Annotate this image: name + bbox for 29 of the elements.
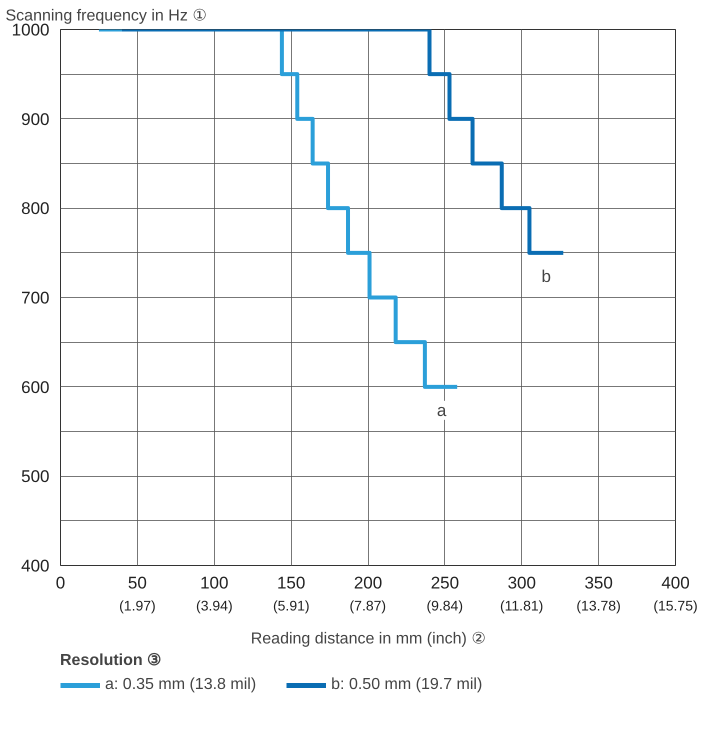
y-tick-label: 900 <box>21 110 50 129</box>
y-tick-label: 500 <box>21 467 50 486</box>
x-tick-label: 0 <box>56 574 66 592</box>
annotation: b <box>541 266 551 286</box>
legend-title: Resolution ③ <box>60 651 162 670</box>
y-tick-label: 400 <box>21 556 50 576</box>
x2-tick-label: (15.75) <box>653 598 698 614</box>
annotation: a <box>436 400 447 420</box>
x2-tick-label: (5.91) <box>272 598 310 614</box>
x-tick-label: 400 <box>661 574 690 592</box>
legend-label: a: 0.35 mm (13.8 mil) <box>105 676 256 694</box>
y-tick-label: 700 <box>21 288 50 308</box>
x-tick-label: 150 <box>276 574 306 592</box>
x2-tick-label: (1.97) <box>119 598 156 614</box>
x-tick-label: 250 <box>430 574 460 592</box>
x2-tick-label: (3.94) <box>196 598 233 614</box>
y-tick-label: 800 <box>21 199 50 218</box>
x-tick-label: 300 <box>508 574 536 592</box>
x-tick-label: 200 <box>354 574 382 592</box>
x-tick-label: 100 <box>200 574 228 592</box>
legend-label: b: 0.50 mm (19.7 mil) <box>331 676 482 694</box>
x-axis-title: Reading distance in mm (inch) ② <box>250 630 486 648</box>
x2-tick-label: (9.84) <box>426 598 464 614</box>
x2-tick-label: (13.78) <box>576 598 621 614</box>
x2-tick-label: (7.87) <box>350 598 386 614</box>
x2-tick-label: (11.81) <box>500 598 544 614</box>
x-tick-label: 50 <box>128 574 147 592</box>
y-tick-label: 600 <box>21 378 50 397</box>
x-tick-label: 350 <box>584 574 613 592</box>
